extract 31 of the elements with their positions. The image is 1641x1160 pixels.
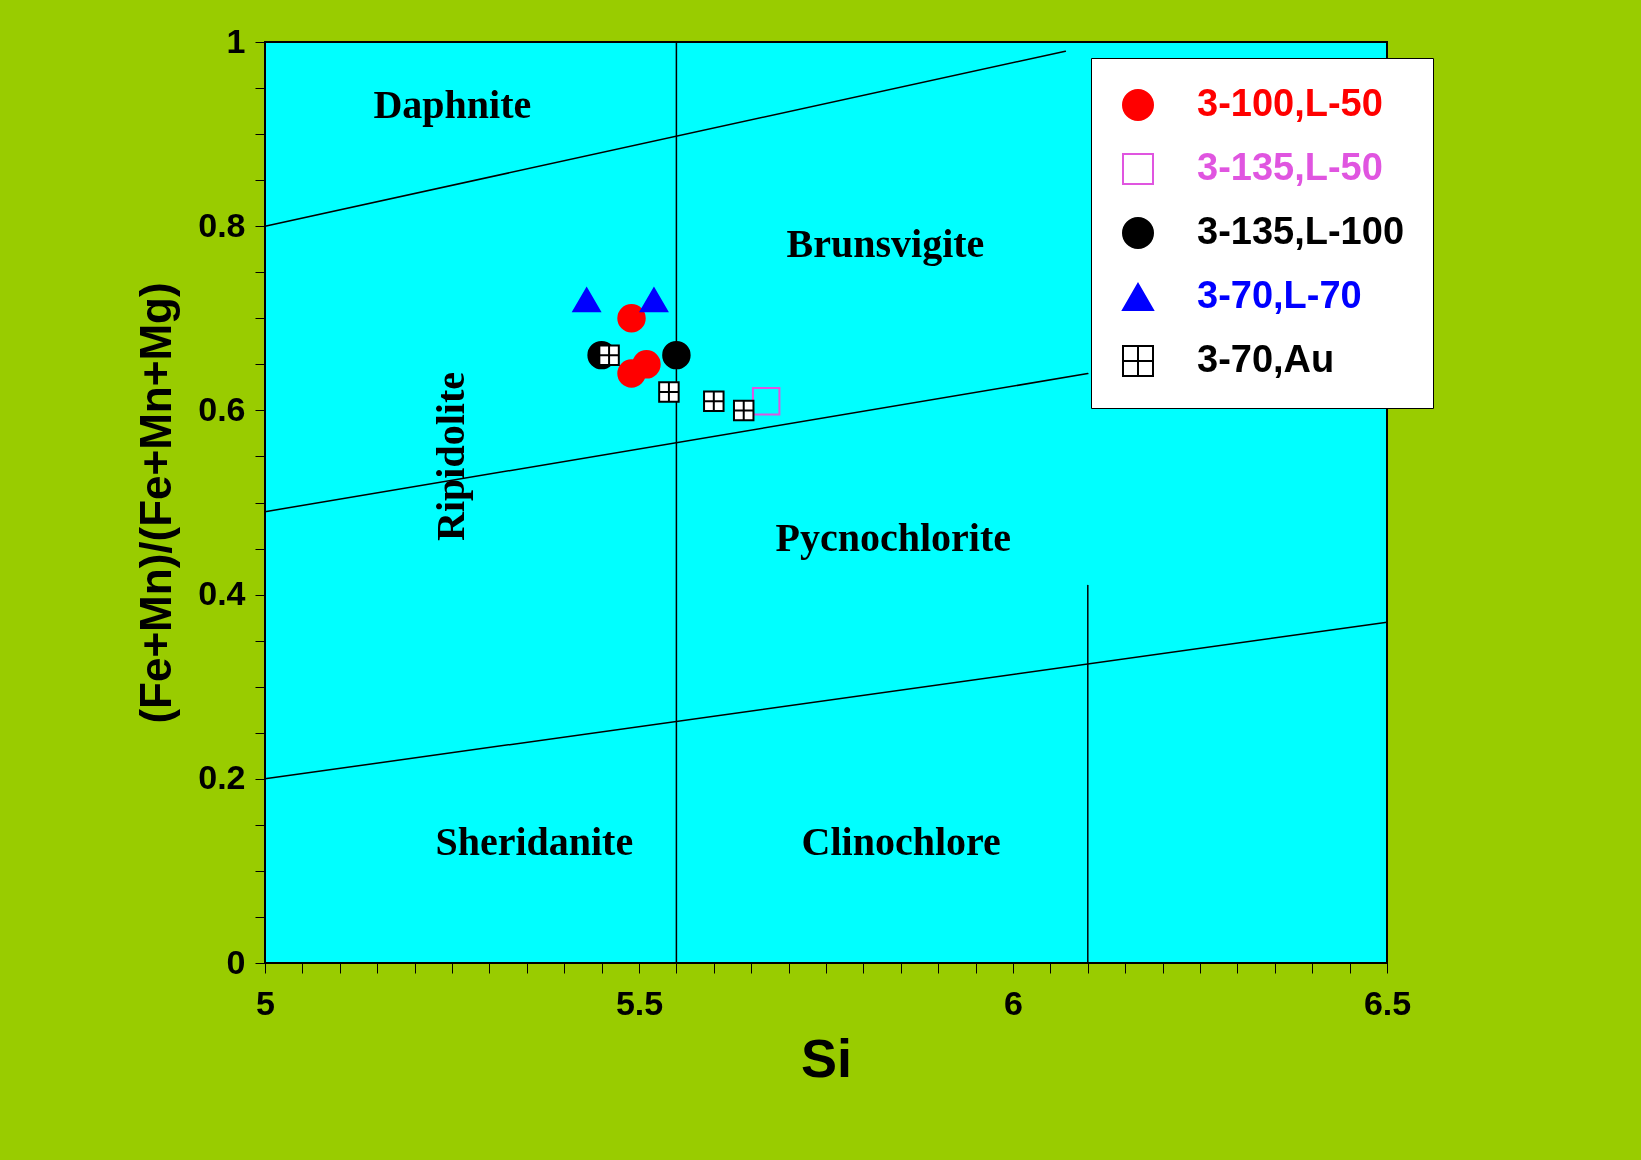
- y-tick-label: 0.4: [198, 574, 246, 613]
- annotation: Clinochlore: [801, 819, 1001, 865]
- annotation: Daphnite: [373, 82, 532, 128]
- point: [572, 287, 601, 313]
- annotation: Ripidolite: [428, 372, 474, 541]
- legend-label: 3-135,L-50: [1197, 146, 1383, 188]
- x-axis-title: Si: [800, 1027, 853, 1088]
- y-tick-label: 0: [226, 942, 246, 981]
- annotation: Sheridanite: [435, 819, 634, 865]
- point: [632, 350, 661, 379]
- x-tick-label: 5: [256, 983, 275, 1022]
- legend-label: 3-100,L-50: [1197, 82, 1383, 124]
- point: [703, 390, 725, 412]
- point: [662, 340, 691, 370]
- y-tick-label: 0.8: [198, 205, 246, 244]
- y-tick-label: 0.2: [198, 758, 246, 797]
- point: [617, 304, 646, 333]
- annotation: Brunsvigite: [786, 220, 985, 266]
- x-tick-label: 6.5: [1363, 983, 1412, 1022]
- y-tick-label: 1: [226, 21, 246, 60]
- y-tick-label: 0.6: [198, 389, 246, 428]
- legend-label: 3-70,L-70: [1197, 274, 1362, 316]
- point: [658, 381, 680, 403]
- legend-label: 3-70,Au: [1197, 338, 1335, 380]
- x-tick-label: 5.5: [615, 983, 664, 1022]
- legend-label: 3-135,L-100: [1197, 210, 1405, 252]
- point: [751, 386, 781, 416]
- annotation: Pycnochlorite: [775, 515, 1012, 561]
- x-tick-label: 6: [1004, 983, 1023, 1022]
- y-axis-title: (Fe+Mn)/(Fe+Mn+Mg): [131, 282, 181, 724]
- point: [639, 287, 669, 313]
